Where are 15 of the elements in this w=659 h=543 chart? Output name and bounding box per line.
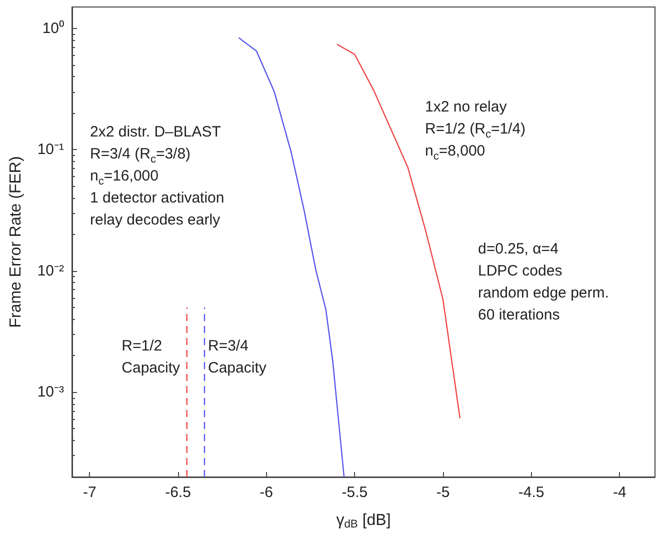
y-tick-label: 10⁻³	[37, 384, 64, 401]
y-tick-label: 10⁻¹	[37, 141, 64, 158]
x-tick-label: -6	[260, 484, 274, 501]
annotation: R=3/4 Capacity	[208, 338, 267, 376]
annotation: R=1/2 Capacity	[122, 338, 180, 376]
annotation: d=0.25, α=4 LDPC codes random edge perm. 60 iterations	[478, 240, 609, 324]
x-tick-label: -4.5	[518, 484, 544, 501]
x-tick-label: -5	[436, 484, 450, 501]
x-tick-label: -7	[82, 484, 96, 501]
x-tick-label: -5.5	[342, 484, 368, 501]
y-axis-title: Frame Error Rate (FER)	[8, 156, 24, 328]
y-tick-label: 10⁻²	[37, 262, 64, 280]
x-tick-label: -6.5	[165, 484, 191, 501]
y-tick-label: 10⁰	[42, 20, 64, 37]
x-tick-label: -4	[612, 484, 626, 501]
